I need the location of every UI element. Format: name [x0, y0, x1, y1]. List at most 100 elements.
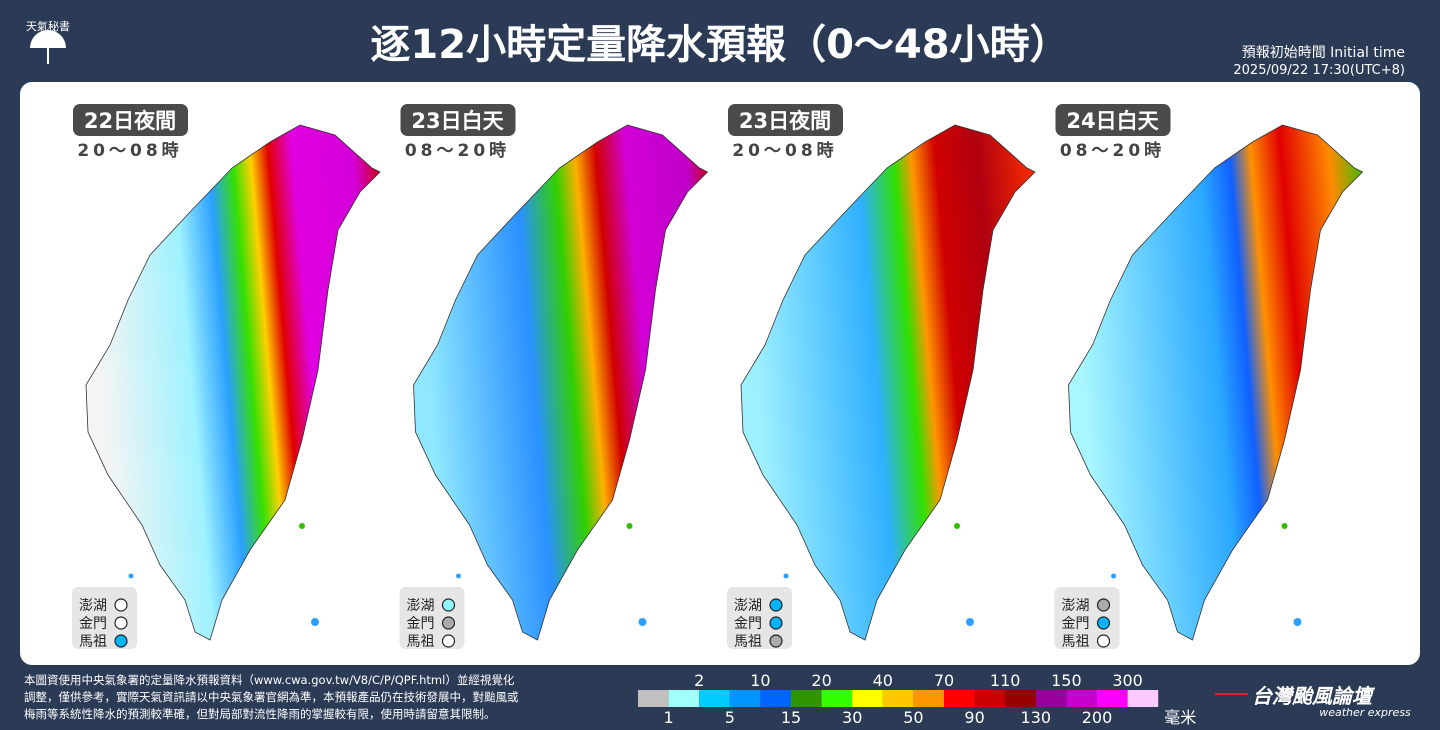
brand-sub: weather express	[1319, 706, 1411, 719]
period: 23日白天	[411, 109, 504, 133]
legend-label: 5	[725, 708, 735, 727]
island-indicator	[1096, 598, 1111, 612]
legend-label: 40	[873, 671, 893, 690]
legend-swatch	[913, 690, 944, 707]
island-name: 澎湖	[79, 598, 107, 614]
island-indicator	[114, 634, 128, 648]
islet	[783, 573, 789, 579]
legend-label: 30	[842, 708, 862, 727]
legend-swatch	[1005, 690, 1036, 707]
island-name: 金門	[407, 616, 435, 632]
legend-swatch	[791, 690, 822, 707]
period-badge	[728, 104, 843, 136]
logo: 天氣秘書	[26, 19, 70, 64]
legend-swatch	[668, 690, 700, 707]
legend-label: 1	[664, 708, 674, 727]
island-indicator	[114, 616, 128, 630]
legend-swatch	[1097, 690, 1128, 707]
island-name: 澎湖	[1062, 598, 1090, 614]
islet	[128, 573, 134, 579]
legend-swatch	[1066, 690, 1097, 707]
legend-swatch	[852, 690, 883, 707]
legend-swatch	[821, 690, 853, 707]
islet	[1281, 523, 1288, 529]
island-indicator	[769, 598, 783, 612]
legend-label: 150	[1051, 671, 1082, 690]
island-indicator	[441, 616, 456, 630]
island-indicator	[769, 616, 783, 630]
island-indicator	[441, 598, 456, 612]
islet	[626, 523, 633, 529]
island-name: 金門	[79, 616, 107, 632]
island-name: 澎湖	[407, 598, 435, 614]
islet	[299, 523, 305, 529]
period: 24日白天	[1066, 109, 1159, 133]
legend-label: 20	[811, 671, 831, 690]
footer-note: 梅雨等系統性降水的預測較準確，但對局部對流性降雨的掌握較有限，使用時請留意其限制…	[24, 707, 496, 721]
legend-swatch	[760, 690, 791, 707]
brand: 台灣颱風論壇	[1252, 684, 1376, 708]
legend-label: 15	[781, 708, 801, 727]
island-name: 金門	[734, 616, 762, 632]
initial-time-label: 預報初始時間 Initial time	[1242, 44, 1405, 61]
islet	[954, 523, 960, 529]
island-indicator	[1096, 616, 1111, 630]
map-board	[20, 82, 1420, 665]
island-indicator	[114, 598, 128, 612]
period-badge	[73, 104, 188, 136]
islet	[456, 573, 461, 579]
island-name: 馬祖	[407, 634, 435, 650]
hours: 20～08時	[732, 140, 837, 161]
island-name: 馬祖	[1062, 634, 1090, 650]
island-indicator	[769, 634, 783, 648]
logo-text: 天氣秘書	[26, 19, 70, 33]
legend-swatch	[882, 690, 914, 707]
period-badge	[400, 104, 516, 136]
island-name: 金門	[1062, 616, 1090, 632]
hours: 08～20時	[1060, 140, 1165, 161]
taiwan-rain-map	[1068, 124, 1364, 641]
islet	[1111, 573, 1116, 579]
taiwan-rain-map	[85, 124, 381, 641]
legend-swatch	[1035, 690, 1067, 707]
footer-note: 調整，僅供參考，實際天氣資訊請以中央氣象署官網為準，本預報產品仍在技術發展中，對…	[24, 690, 519, 704]
footer-note: 本圖資使用中央氣象署的定量降水預報資料（www.cwa.gov.tw/V8/C/…	[24, 673, 515, 687]
islet	[638, 618, 647, 626]
period-badge	[1055, 104, 1171, 136]
island-indicator	[441, 634, 456, 648]
legend-swatch	[699, 690, 730, 707]
legend-label: 90	[964, 708, 984, 727]
legend-swatch	[638, 690, 669, 707]
legend-label: 200	[1082, 708, 1113, 727]
legend-swatch	[729, 690, 761, 707]
period: 22日夜間	[84, 109, 176, 133]
legend-swatch	[974, 690, 1006, 707]
legend-swatch	[944, 690, 975, 707]
initial-time: 2025/09/22 17:30(UTC+8)	[1233, 63, 1405, 78]
taiwan-rain-map	[740, 124, 1036, 641]
island-name: 澎湖	[734, 598, 762, 614]
period: 23日夜間	[739, 109, 831, 133]
islet	[1293, 618, 1302, 626]
legend-label: 300	[1112, 671, 1143, 690]
legend-label: 70	[934, 671, 954, 690]
hours: 08～20時	[405, 140, 510, 161]
taiwan-rain-map	[413, 124, 709, 641]
legend-swatch	[1127, 690, 1159, 707]
legend-label: 10	[750, 671, 770, 690]
legend-label: 50	[903, 708, 923, 727]
islet	[966, 618, 974, 626]
island-name: 馬祖	[734, 634, 762, 650]
hours: 20～08時	[77, 140, 182, 161]
legend-label: 130	[1021, 708, 1052, 727]
island-name: 馬祖	[79, 634, 107, 650]
legend-label: 2	[694, 671, 704, 690]
island-indicator	[1096, 634, 1111, 648]
legend-unit: 毫米	[1164, 708, 1196, 727]
